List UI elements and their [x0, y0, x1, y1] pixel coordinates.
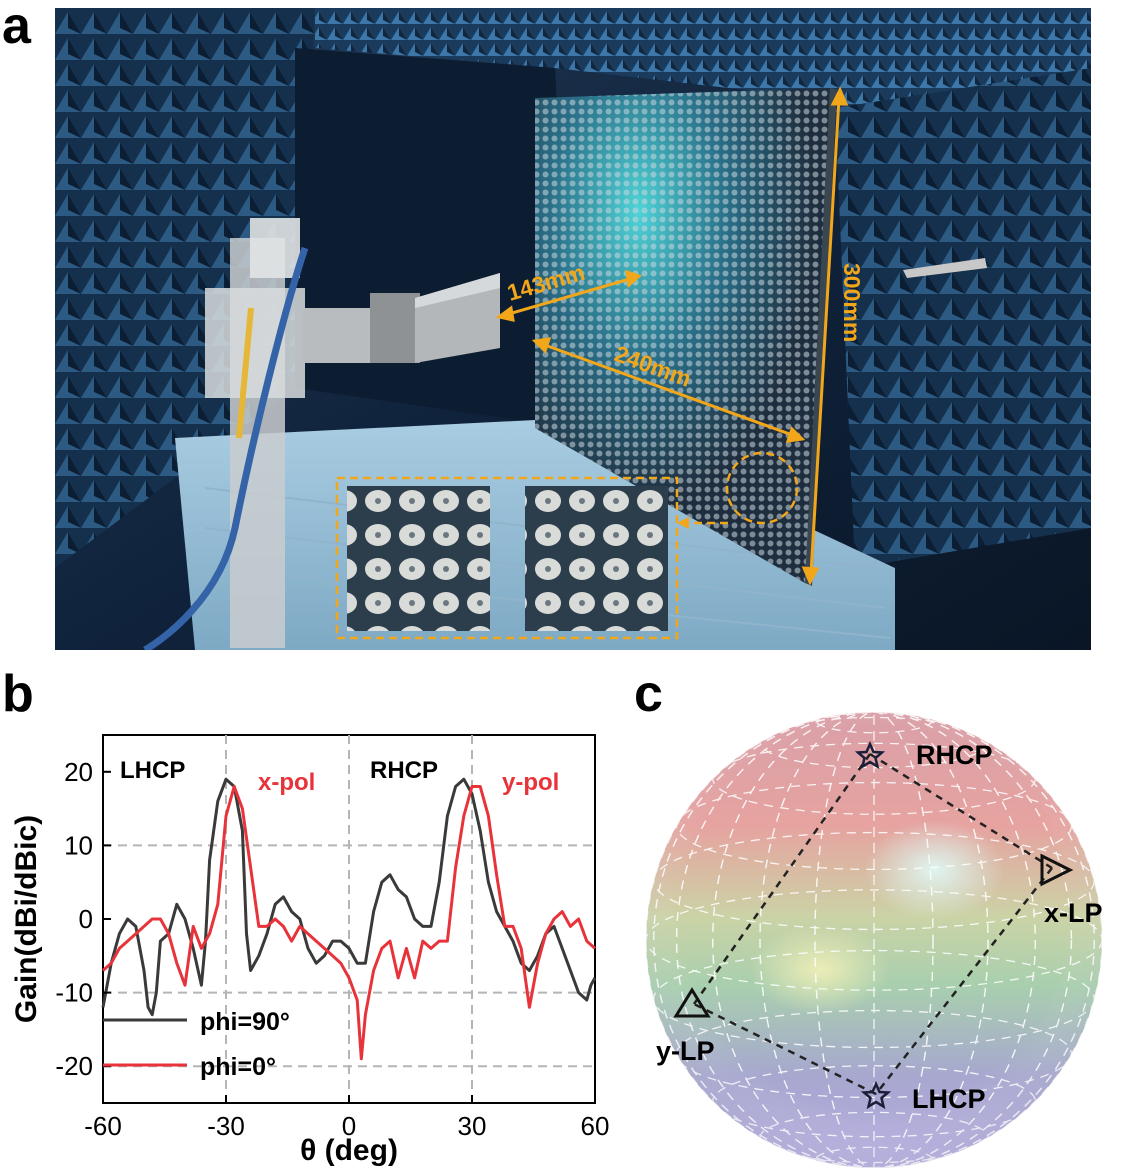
panel-label-a: a: [2, 0, 31, 55]
series-line-phi0: [102, 785, 596, 1061]
annotation-x-pol: x-pol: [258, 769, 315, 796]
y-tick-label: -20: [55, 1051, 93, 1081]
rhcp-star-icon: [854, 740, 886, 770]
y-tick-label: 10: [64, 830, 93, 860]
y-tick-label: -10: [55, 978, 93, 1008]
panel-label-c: c: [634, 665, 663, 723]
measurement-setup-photo: 143mm 240mm 300mm: [55, 8, 1091, 650]
x-tick-label: 30: [458, 1111, 487, 1141]
lhcp-star-icon: [860, 1080, 892, 1110]
x-tick-label: 60: [581, 1111, 610, 1141]
annotation-y-pol: y-pol: [502, 769, 559, 796]
x-tick-label: -30: [207, 1111, 245, 1141]
label-y-lp: y-LP: [656, 1036, 715, 1066]
dim-label-height: 300mm: [839, 263, 865, 342]
y-tick-label: 0: [79, 904, 93, 934]
label-rhcp: RHCP: [916, 740, 993, 770]
y-tick-label: 20: [64, 757, 93, 787]
x-tick-label: -60: [84, 1111, 122, 1141]
x-axis-title: θ (deg): [300, 1134, 398, 1167]
legend-label-phi90: phi=90°: [200, 1008, 290, 1036]
gain-pattern-chart: -60 -30 0 30 60 -20 -10 0 10 20 Gain(dBi/dBic) θ …: [10, 734, 610, 1167]
x-tick-label: 0: [342, 1111, 356, 1141]
y-axis-title: Gain(dBi/dBic): [10, 815, 43, 1023]
poincare-sphere: RHCP x-LP y-LP LHCP: [646, 712, 1103, 1168]
label-x-lp: x-LP: [1044, 898, 1103, 928]
annotation-lhcp: LHCP: [120, 757, 185, 784]
panel-label-b: b: [2, 665, 34, 723]
label-lhcp: LHCP: [912, 1084, 986, 1114]
x-lp-triangle-icon: [1040, 853, 1074, 887]
series-line-phi90: [101, 777, 597, 1017]
y-lp-triangle-icon: [673, 987, 711, 1018]
legend-label-phi0: phi=0°: [200, 1053, 276, 1081]
annotation-rhcp: RHCP: [370, 757, 438, 784]
